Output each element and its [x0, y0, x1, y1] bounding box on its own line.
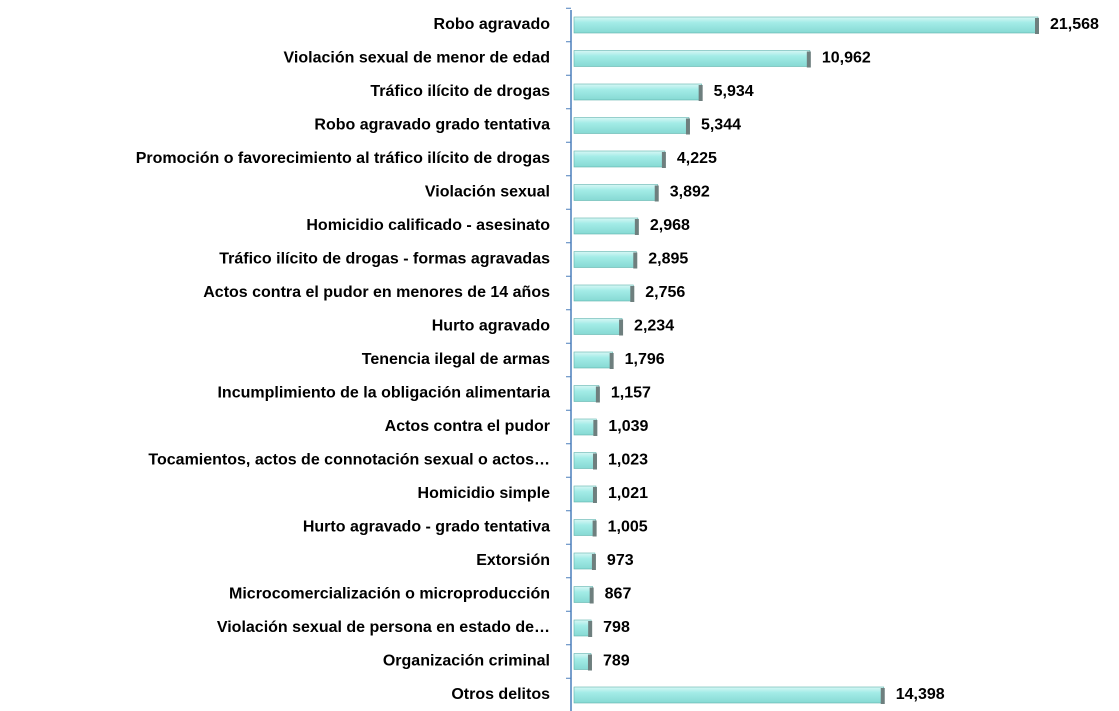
category-label: Violación sexual de menor de edad — [284, 50, 550, 67]
category-label: Tocamientos, actos de connotación sexual… — [148, 452, 550, 469]
bar — [573, 485, 597, 503]
category-label: Actos contra el pudor — [385, 418, 550, 435]
bar-side — [630, 286, 635, 302]
value-label: 973 — [607, 552, 634, 569]
value-label: 21,568 — [1050, 16, 1099, 33]
bar-side — [589, 587, 594, 604]
bar-side — [593, 453, 598, 470]
value-label: 1,796 — [625, 351, 665, 368]
bar — [573, 351, 613, 369]
bar-side — [591, 554, 596, 570]
bar-side — [880, 688, 885, 704]
category-label: Homicidio calificado - asesinato — [306, 217, 550, 234]
value-label: 1,021 — [608, 485, 648, 502]
value-label: 10,962 — [822, 50, 871, 67]
bar-side — [587, 654, 592, 671]
category-label: Hurto agravado — [432, 318, 550, 335]
value-label: 2,756 — [645, 284, 685, 301]
bar — [573, 184, 659, 201]
value-label: 2,234 — [634, 318, 674, 335]
bar — [573, 318, 623, 335]
category-label: Robo agravado grado tentativa — [314, 117, 550, 134]
category-label: Violación sexual — [425, 184, 550, 201]
category-label: Otros delitos — [451, 686, 550, 703]
bar — [573, 150, 666, 168]
category-label: Tenencia ilegal de armas — [362, 351, 550, 368]
category-label: Incumplimiento de la obligación alimenta… — [217, 385, 550, 402]
bar — [573, 385, 600, 402]
bar-side — [1035, 18, 1039, 34]
bar-side — [634, 219, 639, 235]
value-label: 1,023 — [608, 452, 648, 469]
category-label: Violación sexual de persona en estado de… — [217, 619, 550, 636]
category-label: Homicidio simple — [418, 485, 551, 502]
bar — [573, 117, 690, 134]
bar-side — [685, 118, 690, 135]
bar-side — [595, 386, 600, 403]
value-label: 4,225 — [677, 150, 717, 167]
bar-side — [654, 185, 659, 202]
bar-side — [588, 621, 593, 637]
bar — [573, 552, 596, 570]
category-label: Organización criminal — [383, 653, 550, 670]
bar — [573, 519, 596, 536]
value-label: 867 — [605, 586, 632, 603]
bar — [573, 16, 1039, 34]
bar — [573, 418, 597, 436]
bar-side — [698, 85, 703, 101]
category-label: Tráfico ilícito de drogas - formas agrav… — [219, 251, 550, 268]
bar-side — [619, 319, 624, 336]
bar — [573, 452, 597, 469]
bar — [573, 251, 637, 268]
value-label: 5,344 — [701, 117, 741, 134]
value-label: 1,005 — [608, 519, 648, 536]
category-label: Promoción o favorecimiento al tráfico il… — [136, 150, 550, 167]
value-label: 1,039 — [608, 418, 648, 435]
bar-side — [593, 420, 598, 436]
bar-side — [633, 252, 638, 269]
value-label: 789 — [603, 653, 630, 670]
bar-side — [806, 51, 811, 68]
bar-side — [592, 520, 597, 537]
value-label: 2,968 — [650, 217, 690, 234]
category-label: Tráfico ilícito de drogas — [370, 83, 550, 100]
value-label: 14,398 — [896, 686, 945, 703]
category-label: Actos contra el pudor en menores de 14 a… — [203, 284, 550, 301]
value-label: 2,895 — [648, 251, 688, 268]
bar — [573, 217, 639, 235]
value-label: 798 — [603, 619, 630, 636]
category-label: Robo agravado — [434, 16, 551, 33]
bar-side — [661, 152, 666, 168]
value-label: 3,892 — [670, 184, 710, 201]
bar-side — [609, 353, 614, 369]
category-label: Extorsión — [476, 552, 550, 569]
category-label: Hurto agravado - grado tentativa — [303, 519, 550, 536]
bar — [573, 83, 702, 101]
bar — [573, 50, 811, 67]
bar — [573, 284, 634, 302]
bar-side — [592, 487, 597, 503]
category-label: Microcomercialización o microproducción — [229, 586, 550, 603]
value-label: 5,934 — [714, 83, 754, 100]
value-label: 1,157 — [611, 385, 651, 402]
bar — [573, 686, 885, 704]
